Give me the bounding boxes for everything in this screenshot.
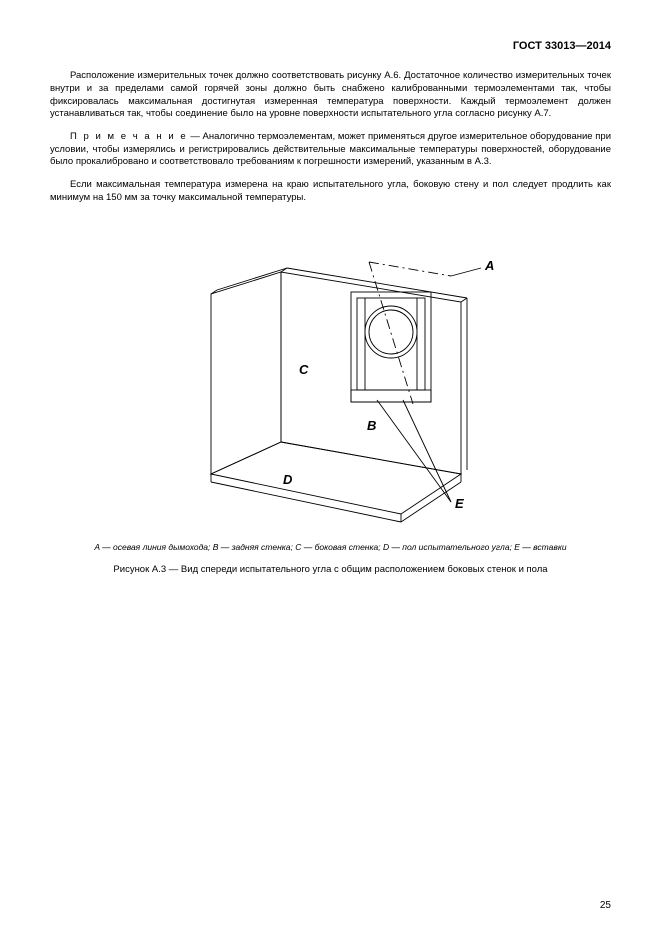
note-label: П р и м е ч а н и е [70, 131, 188, 142]
page: ГОСТ 33013—2014 Расположение измерительн… [0, 0, 661, 935]
page-number: 25 [600, 900, 611, 911]
figure-label-D: D [283, 472, 293, 487]
note-paragraph: П р и м е ч а н и е — Аналогично термоэл… [50, 131, 611, 169]
paragraph-2: Если максимальная температура измерена н… [50, 179, 611, 205]
figure-label-E: E [455, 496, 464, 511]
doc-header: ГОСТ 33013—2014 [50, 40, 611, 52]
paragraph-1: Расположение измерительных точек должно … [50, 70, 611, 121]
figure-label-C: C [299, 362, 309, 377]
doc-id: ГОСТ 33013—2014 [513, 40, 611, 52]
figure-caption: Рисунок А.3 — Вид спереди испытательного… [50, 564, 611, 575]
figure-container: A B C D E [50, 224, 611, 534]
figure-label-A: A [484, 258, 494, 273]
figure-legend: A — осевая линия дымохода; B — задняя ст… [50, 542, 611, 552]
figure-a3-svg: A B C D E [151, 224, 511, 534]
figure-label-B: B [367, 418, 376, 433]
